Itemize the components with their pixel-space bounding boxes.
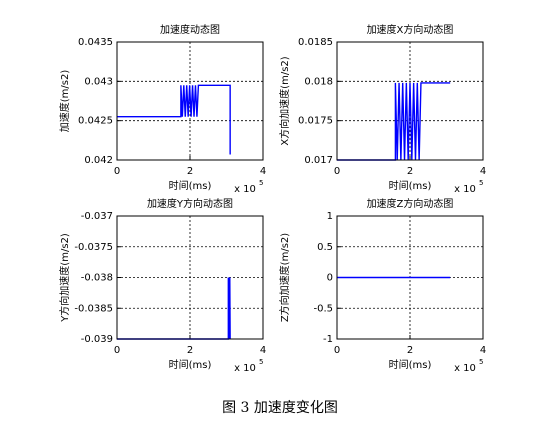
x-tick-label: 4 (260, 345, 266, 356)
chart-title: 加速度Y方向动态图 (147, 197, 233, 210)
y-tick-label: 0.043 (84, 76, 113, 87)
x-axis-label: 时间(ms) (169, 358, 212, 371)
y-tick-label: -0.5 (313, 303, 333, 314)
y-tick-label: -0.038 (81, 273, 113, 284)
x-tick-label: 0 (334, 345, 340, 356)
y-tick-label: -0.037 (81, 211, 113, 222)
x-scale-exponent: 5 (259, 179, 263, 187)
y-tick-label: 0.0175 (298, 116, 333, 127)
y-tick-label: 0.0185 (298, 37, 333, 48)
x-tick-label: 4 (480, 166, 486, 177)
axes-box (336, 215, 484, 340)
y-tick-label: 0.5 (317, 242, 333, 253)
data-line (337, 82, 451, 161)
x-tick-label: 0 (334, 166, 340, 177)
y-tick-label: 1 (327, 211, 333, 222)
y-tick-label: -0.0385 (74, 303, 113, 314)
y-tick-label: 0 (327, 273, 333, 284)
x-tick-label: 2 (407, 345, 413, 356)
x-scale-exponent: 5 (259, 358, 263, 366)
chart-title: 加速度Z方向动态图 (367, 197, 454, 210)
x-tick-label: 0 (114, 345, 120, 356)
y-tick-label: -0.0375 (74, 242, 113, 253)
x-tick-label: 4 (480, 345, 486, 356)
y-axis-label: 加速度(m/s2) (58, 70, 71, 133)
y-axis-label: X方向加速度(m/s2) (278, 56, 291, 145)
chart-title: 加速度X方向动态图 (367, 23, 454, 36)
y-tick-label: -0.039 (81, 334, 113, 345)
data-line (117, 84, 231, 155)
y-tick-label: 0.0425 (78, 116, 113, 127)
x-tick-label: 2 (407, 166, 413, 177)
y-tick-label: 0.017 (304, 155, 333, 166)
x-scale-exponent: 5 (479, 179, 483, 187)
x-tick-label: 4 (260, 166, 266, 177)
y-tick-label: 0.018 (304, 76, 333, 87)
x-scale-label: x 10 (234, 184, 256, 195)
x-tick-label: 0 (114, 166, 120, 177)
y-tick-label: -1 (323, 334, 333, 345)
x-scale-label: x 10 (454, 184, 476, 195)
y-axis-label: Z方向加速度(m/s2) (278, 233, 291, 322)
x-scale-label: x 10 (454, 363, 476, 374)
x-axis-label: 时间(ms) (169, 179, 212, 192)
x-axis-label: 时间(ms) (389, 179, 432, 192)
x-scale-label: x 10 (234, 363, 256, 374)
chart-title: 加速度动态图 (160, 23, 220, 36)
axes-box (116, 41, 264, 161)
y-tick-label: 0.0435 (78, 37, 113, 48)
y-axis-label: Y方向加速度(m/s2) (58, 233, 71, 323)
axes-box (116, 215, 264, 340)
x-tick-label: 2 (187, 345, 193, 356)
caption: 图 3 加速度变化图 (222, 400, 338, 416)
y-tick-label: 0.042 (84, 155, 113, 166)
x-scale-exponent: 5 (479, 358, 483, 366)
x-axis-label: 时间(ms) (389, 358, 432, 371)
axes-box (336, 41, 484, 161)
x-tick-label: 2 (187, 166, 193, 177)
